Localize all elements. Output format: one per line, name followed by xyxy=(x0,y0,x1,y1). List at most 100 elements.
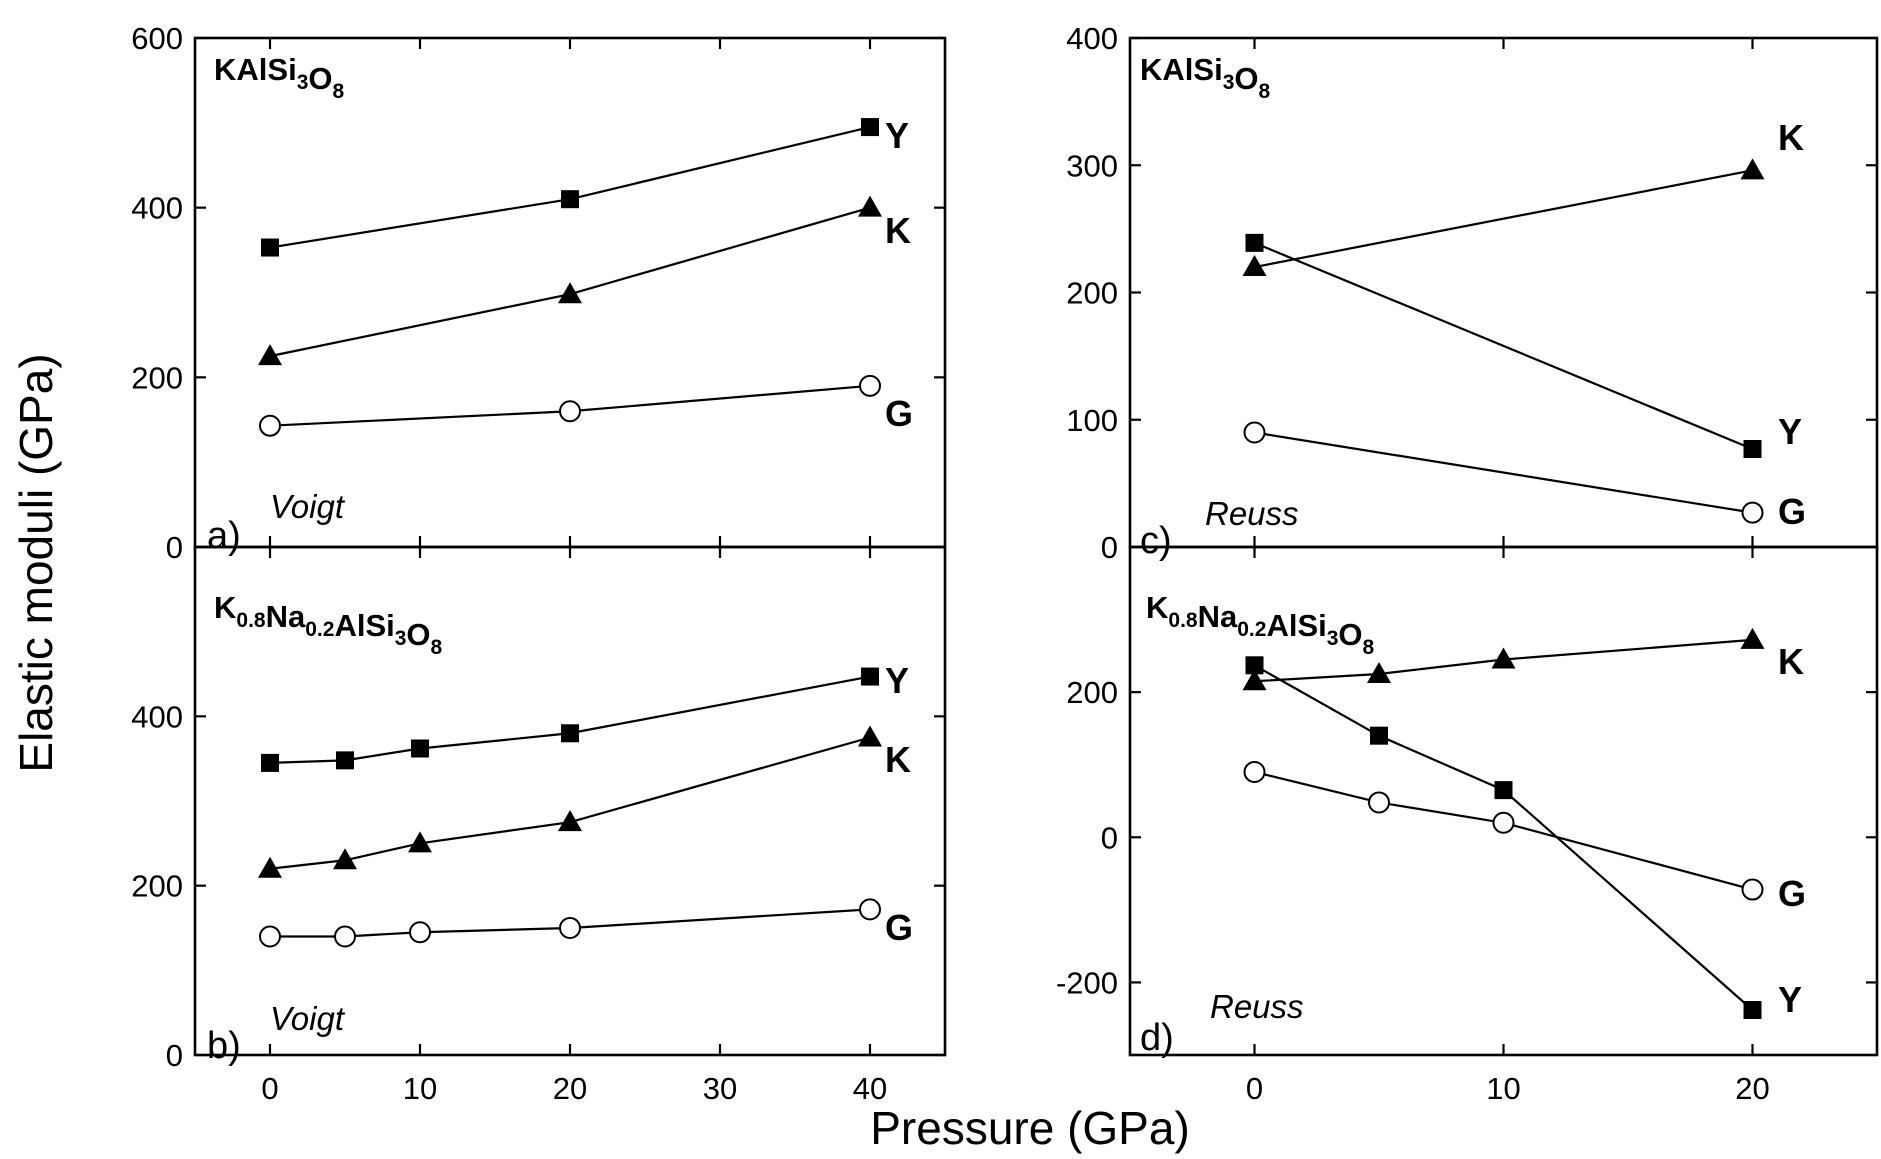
data-point-square xyxy=(861,118,879,137)
data-point-circle xyxy=(559,917,581,939)
formula-part: K xyxy=(1146,590,1169,625)
formula-part: AlSi xyxy=(1162,52,1222,87)
data-point-square xyxy=(561,724,579,743)
data-point-triangle xyxy=(258,856,282,878)
formula-subscript: 0.2 xyxy=(1237,618,1266,641)
data-point-circle xyxy=(409,921,431,944)
series-label: K xyxy=(885,739,911,780)
series-G: G xyxy=(259,374,913,437)
compound-formula: K0.8Na0.2AlSi3O8 xyxy=(1146,590,1375,659)
data-point-triangle xyxy=(258,344,282,366)
data-point-triangle xyxy=(1491,647,1516,669)
series-line xyxy=(1253,664,1754,1011)
formula-subscript: 0.8 xyxy=(1168,609,1198,632)
data-point-triangle xyxy=(333,848,357,870)
y-tick-label: 400 xyxy=(131,699,183,734)
data-point-circle xyxy=(1243,421,1266,444)
panel-frame xyxy=(1128,36,1879,549)
formula-subscript: 8 xyxy=(431,636,443,659)
series-label: Y xyxy=(1778,979,1802,1020)
data-point-triangle xyxy=(1740,627,1765,649)
series-label: Y xyxy=(885,660,909,701)
series-line xyxy=(1254,431,1753,514)
data-point-circle xyxy=(259,414,281,437)
formula-subscript: 0.2 xyxy=(305,618,334,641)
data-point-square xyxy=(861,667,879,686)
formula-part: K xyxy=(214,590,237,625)
series-K: K xyxy=(1242,117,1804,277)
formula-part: K xyxy=(214,52,237,87)
formula-part: AlSi xyxy=(236,52,296,87)
data-point-square xyxy=(561,190,579,209)
data-point-circle xyxy=(259,925,281,948)
y-tick-label: 0 xyxy=(1101,530,1118,565)
series-Y: Y xyxy=(1245,233,1802,459)
formula-part: AlSi xyxy=(1266,608,1326,643)
data-point-triangle xyxy=(558,810,582,832)
series-line xyxy=(1254,638,1753,683)
data-point-circle xyxy=(859,898,881,921)
data-point-triangle xyxy=(858,725,882,747)
formula-part: K xyxy=(1140,52,1163,87)
data-point-triangle xyxy=(1242,255,1267,277)
y-tick-label: 200 xyxy=(1066,276,1118,311)
series-Y: Y xyxy=(261,115,909,257)
formula-subscript: 8 xyxy=(333,80,345,103)
y-tick-label: 300 xyxy=(1066,148,1118,183)
data-point-triangle xyxy=(1242,669,1267,691)
series-label: K xyxy=(1778,641,1804,682)
formula-part: AlSi xyxy=(334,608,394,643)
x-tick-label: 20 xyxy=(1735,1071,1769,1106)
y-axis-title: Elastic moduli (GPa) xyxy=(10,353,62,772)
y-tick-label: 0 xyxy=(166,530,183,565)
y-tick-label: 200 xyxy=(1066,675,1118,710)
panel-label: a) xyxy=(207,515,241,557)
data-point-triangle xyxy=(1740,158,1765,180)
formula-subscript: 8 xyxy=(1259,80,1271,103)
data-point-circle xyxy=(334,925,356,948)
formula-subscript: 3 xyxy=(297,71,309,94)
data-point-square xyxy=(261,753,279,772)
formula-part: Na xyxy=(1198,599,1238,634)
series-label: Y xyxy=(1778,411,1802,452)
data-point-circle xyxy=(1243,760,1266,783)
data-point-square xyxy=(1743,1001,1762,1020)
series-label: G xyxy=(885,907,913,948)
series-Y: Y xyxy=(1245,656,1802,1020)
x-tick-label: 0 xyxy=(1246,1071,1263,1106)
data-point-circle xyxy=(1492,811,1515,834)
series-G: G xyxy=(259,898,913,948)
data-point-circle xyxy=(1741,878,1764,901)
panel-label: b) xyxy=(207,1025,241,1067)
series-G: G xyxy=(1243,421,1806,532)
compound-formula: KAlSi3O8 xyxy=(214,52,345,103)
formula-subscript: 8 xyxy=(1363,636,1375,659)
data-point-square xyxy=(1245,233,1264,252)
series-K: K xyxy=(258,725,911,878)
series-K: K xyxy=(1242,627,1804,691)
formula-subscript: 3 xyxy=(395,627,407,650)
y-tick-label: 0 xyxy=(1101,820,1118,855)
x-tick-label: 40 xyxy=(853,1071,887,1106)
formula-subscript: 0.8 xyxy=(236,609,266,632)
data-point-circle xyxy=(559,400,581,423)
data-point-square xyxy=(1370,726,1388,745)
series-G: G xyxy=(1243,760,1806,914)
y-tick-label: 200 xyxy=(131,360,183,395)
series-label: K xyxy=(885,210,911,251)
y-tick-label: 400 xyxy=(1066,21,1118,56)
x-tick-label: 10 xyxy=(403,1071,437,1106)
compound-formula: K0.8Na0.2AlSi3O8 xyxy=(214,590,443,659)
method-label: Reuss xyxy=(1205,495,1299,532)
series-Y: Y xyxy=(261,660,909,772)
series-line xyxy=(269,675,871,764)
series-line xyxy=(269,206,871,358)
method-label: Voigt xyxy=(270,488,346,525)
series-line xyxy=(1254,169,1753,269)
formula-part: Na xyxy=(266,599,306,634)
